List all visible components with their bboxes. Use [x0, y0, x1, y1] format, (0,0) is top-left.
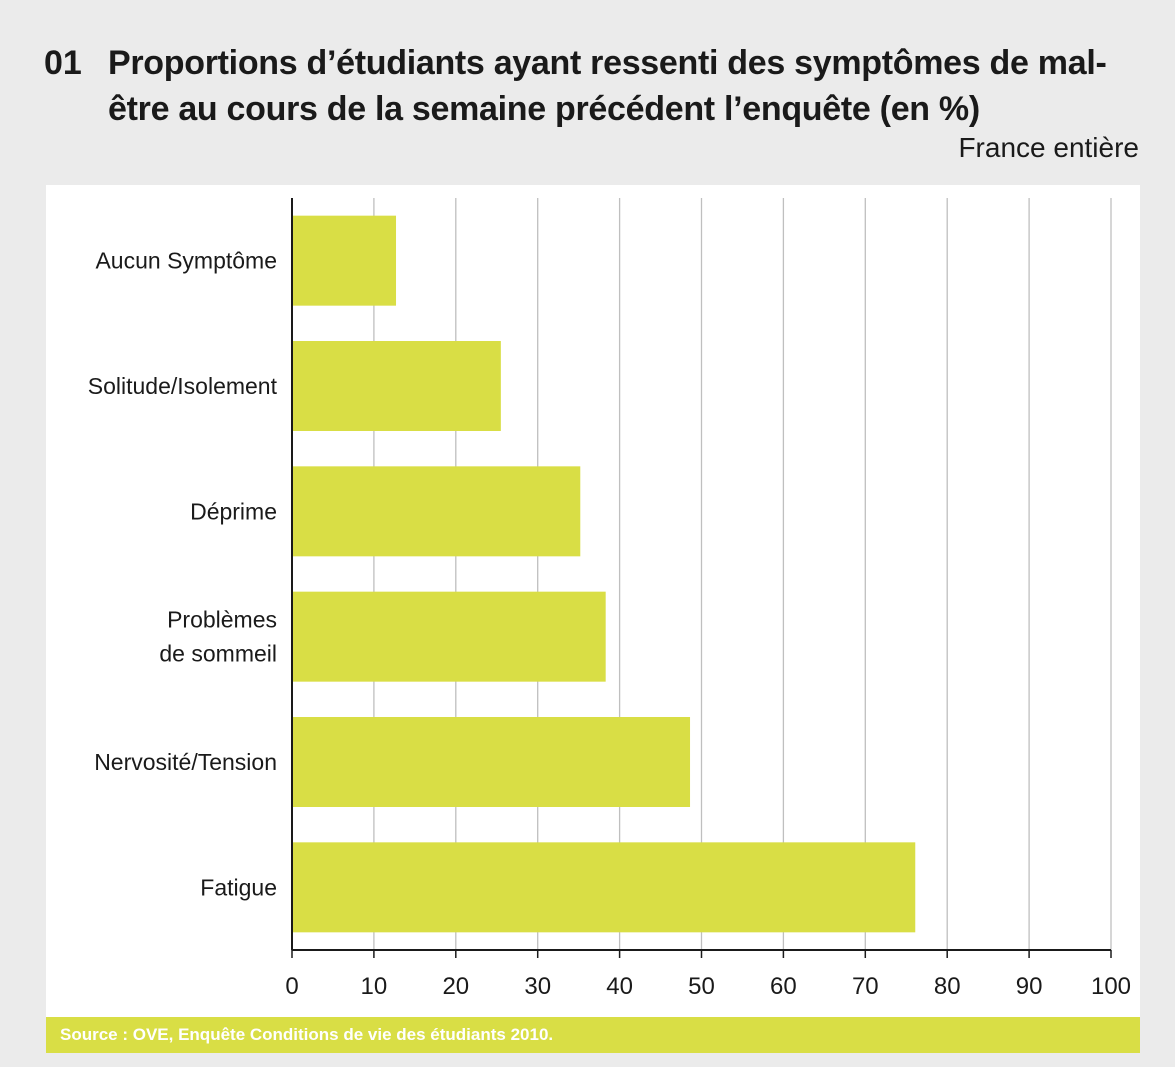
x-tick-label: 40 — [606, 973, 633, 1000]
x-tick-label: 50 — [688, 973, 715, 1000]
gridlines — [373, 198, 1112, 950]
x-tick-label: 10 — [361, 973, 388, 1000]
category-labels: Aucun Symptôme Solitude/Isolement Déprime P… — [88, 248, 278, 901]
source-text: Source : OVE, Enquête Conditions de vie … — [60, 1025, 554, 1044]
category-label: de sommeil — [159, 641, 277, 667]
category-label: Nervosité/Tension — [94, 749, 277, 775]
category-label: Problèmes — [167, 607, 277, 633]
category-label: Fatigue — [200, 874, 277, 900]
x-tick-labels: 0 10 20 30 40 50 60 70 80 90 100 — [285, 973, 1131, 1000]
bar — [293, 717, 691, 807]
bar — [293, 466, 581, 557]
source-banner: Source : OVE, Enquête Conditions de vie … — [46, 1017, 1140, 1053]
chart-subtitle: France entière — [958, 132, 1139, 163]
x-tick-label: 90 — [1016, 973, 1043, 1000]
x-tick-label: 100 — [1091, 973, 1131, 1000]
category-label: Déprime — [190, 498, 277, 524]
x-tick-label: 70 — [852, 973, 879, 1000]
x-tick-label: 30 — [524, 973, 551, 1000]
chart-title: Proportions d’étudiants ayant ressenti d… — [108, 44, 1107, 128]
chart-number: 01 — [44, 44, 82, 82]
bars — [293, 215, 916, 933]
category-label: Solitude/Isolement — [88, 373, 278, 399]
axes — [291, 198, 1112, 958]
bar — [293, 842, 916, 933]
x-tick-label: 0 — [285, 973, 298, 1000]
bar — [293, 591, 606, 682]
x-tick-label: 80 — [934, 973, 961, 1000]
x-tick-label: 20 — [442, 973, 469, 1000]
x-tick-label: 60 — [770, 973, 797, 1000]
bar — [293, 341, 501, 431]
category-label: Aucun Symptôme — [95, 248, 277, 274]
bar — [293, 215, 397, 306]
